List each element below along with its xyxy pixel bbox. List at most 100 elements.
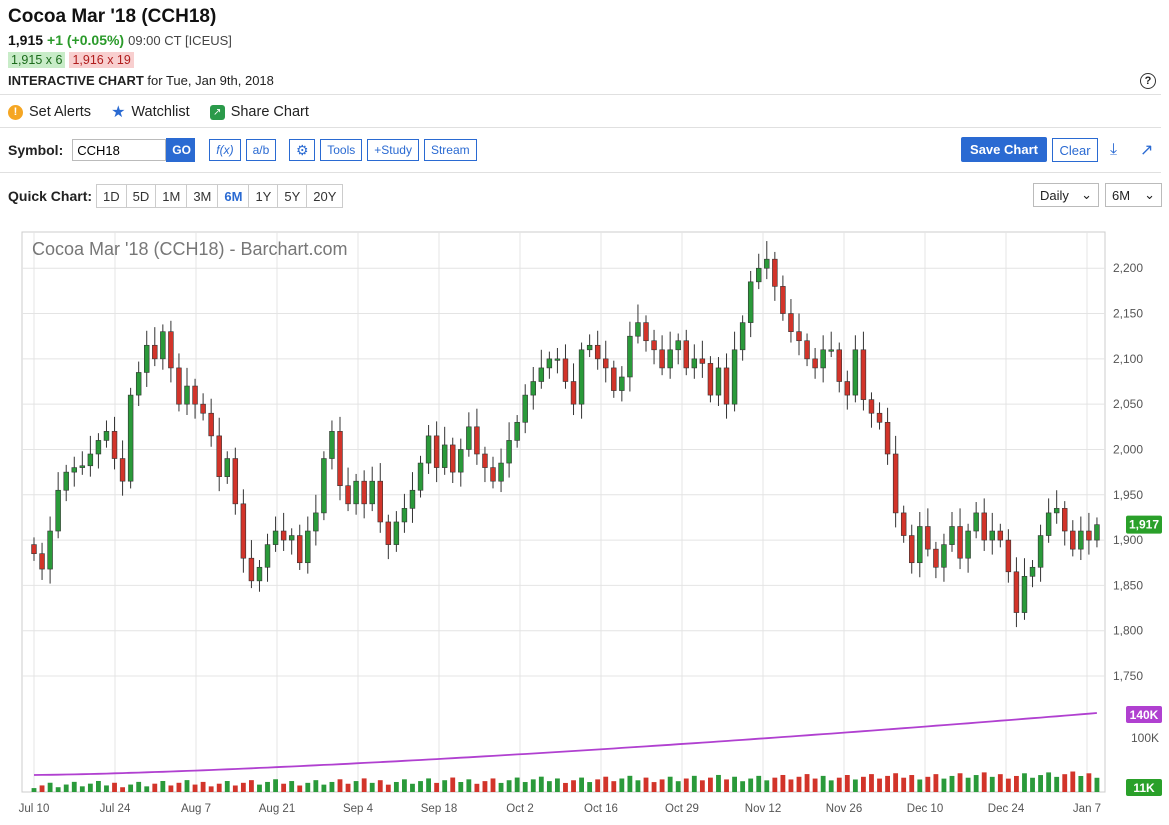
help-icon[interactable]: ? (1140, 73, 1156, 89)
range-3m-button[interactable]: 3M (187, 184, 219, 208)
y-tick-label: 1,750 (1113, 669, 1143, 683)
range-6m-button[interactable]: 6M (218, 184, 250, 208)
chart-svg[interactable]: 1,750 1,800 1,850 1,900 1,950 2,000 2,050 2,100… (0, 228, 1169, 820)
volume-bar (699, 780, 705, 792)
interactive-date: for Tue, Jan 9th, 2018 (147, 73, 274, 88)
volume-bar (128, 784, 134, 792)
volume-bar (595, 779, 601, 792)
candle-body (562, 358, 569, 382)
save-chart-button[interactable]: Save Chart (961, 137, 1047, 162)
x-tick-label: Dec 10 (907, 803, 943, 815)
volume-ma-line (33, 712, 1097, 776)
period-select[interactable]: 6M ⌄ (1105, 183, 1162, 207)
download-icon[interactable]: ⤓ (1110, 141, 1118, 158)
set-alerts-button[interactable]: ! Set Alerts (8, 102, 91, 122)
candle-body (1029, 566, 1036, 577)
range-1d-button[interactable]: 1D (96, 184, 127, 208)
candle-body (160, 331, 166, 360)
price-change: +1 (+0.05%) (47, 32, 125, 48)
volume-bar (748, 778, 754, 792)
candle-body (329, 431, 335, 459)
tools-button[interactable]: Tools (320, 139, 363, 161)
candle-body (1053, 508, 1060, 514)
volume-bar (716, 774, 721, 792)
volume-bar (208, 786, 214, 792)
volume-bar (1054, 776, 1060, 792)
y-tick-label: 1,850 (1113, 578, 1143, 592)
candle-body (71, 467, 77, 473)
volume-bar (265, 781, 270, 792)
volume-bar (603, 776, 609, 792)
candle-body (578, 349, 585, 405)
fx-button[interactable]: f(x) (209, 139, 241, 161)
candle-body (119, 458, 126, 482)
volume-bar (450, 777, 456, 792)
watchlist-button[interactable]: ★ Watchlist (111, 102, 190, 122)
candle-body (144, 344, 150, 373)
volume-bar (933, 774, 939, 792)
volume-bar (917, 779, 923, 792)
expand-icon[interactable]: ↗ (1140, 142, 1154, 159)
interval-select[interactable]: Daily ⌄ (1033, 183, 1099, 207)
candle-body (796, 331, 802, 342)
ab-button[interactable]: a/b (245, 139, 277, 161)
range-1y-button[interactable]: 1Y (249, 184, 279, 208)
candle-body (103, 431, 110, 441)
share-chart-button[interactable]: ↗ Share Chart (209, 102, 309, 122)
volume-bar (1046, 772, 1052, 792)
volume-bar (796, 776, 802, 792)
candle-body (377, 480, 383, 523)
volume-bar (232, 785, 238, 792)
volume-bar (176, 782, 182, 792)
candle-body (280, 530, 287, 541)
candle-body (31, 544, 37, 554)
volume-bar (555, 778, 560, 792)
candle-body (1062, 508, 1068, 532)
candle-body (297, 535, 303, 564)
range-20y-button[interactable]: 20Y (307, 184, 344, 208)
candle-body (425, 435, 432, 464)
volume-bar (981, 772, 987, 792)
volume-bar (1094, 777, 1100, 792)
candle-body (409, 489, 416, 509)
x-tick-label: Nov 26 (826, 803, 862, 815)
price-chart[interactable]: 1,750 1,800 1,850 1,900 1,950 2,000 2,050 2,100… (0, 228, 1169, 820)
volume-bar (482, 781, 488, 792)
range-5y-button[interactable]: 5Y (278, 184, 308, 208)
candle-body (844, 381, 851, 396)
volume-bar (941, 778, 947, 792)
volume-bar (1062, 774, 1068, 792)
volume-bar (152, 783, 158, 792)
volume-bar (740, 781, 746, 792)
range-1m-button[interactable]: 1M (156, 184, 188, 208)
candle-body (369, 480, 375, 505)
clear-button[interactable]: Clear (1052, 138, 1098, 162)
study-button[interactable]: +Study (367, 139, 419, 161)
candle-body (514, 421, 520, 441)
gear-icon[interactable]: ⚙ (289, 139, 316, 161)
volume-bar (788, 779, 794, 792)
candle-body (554, 358, 561, 361)
volume-bar (353, 781, 359, 792)
volume-bar (345, 783, 351, 792)
candle-body (474, 426, 480, 455)
range-5d-button[interactable]: 5D (126, 184, 157, 208)
candle-body (248, 557, 255, 582)
y-tick-label: 1,900 (1113, 533, 1143, 547)
candle-body (1070, 530, 1076, 550)
go-button[interactable]: GO (166, 138, 196, 162)
volume-bar (47, 782, 53, 792)
x-tick-label: Oct 2 (506, 803, 533, 815)
candle-body (256, 566, 263, 582)
candle-body (941, 544, 947, 568)
volume-bar (410, 783, 415, 792)
volume-bar (756, 775, 762, 792)
volume-last-tag (1126, 779, 1162, 796)
candle-body (95, 440, 102, 455)
candle-body (812, 358, 818, 369)
candle-body (337, 431, 343, 487)
volume-bar (989, 776, 995, 792)
stream-button[interactable]: Stream (423, 139, 477, 161)
watchlist-label: Watchlist (131, 104, 190, 120)
symbol-input[interactable] (72, 139, 167, 161)
